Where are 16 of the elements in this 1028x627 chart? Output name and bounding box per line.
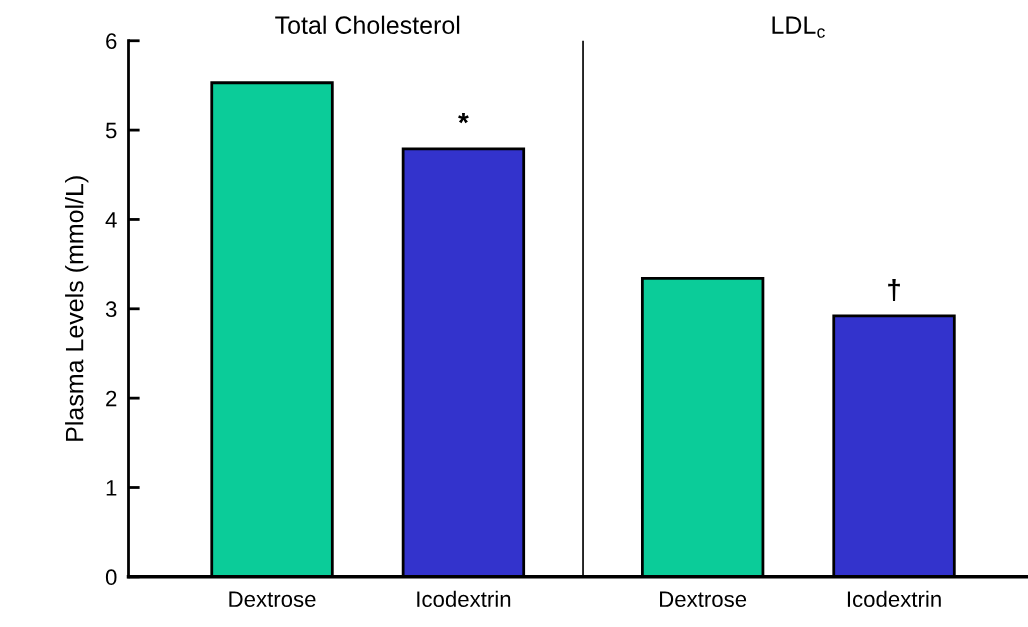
y-tick-label: 2 <box>106 390 117 407</box>
y-tick-label: 0 <box>105 569 117 586</box>
x-tick-label: Icodextrin <box>847 590 941 608</box>
y-tick-label: 5 <box>105 122 117 139</box>
text: Total Cholesterol <box>275 15 460 35</box>
x-tick-label: Dextrose <box>229 591 316 608</box>
y-tick-label: 4 <box>105 212 117 228</box>
y-axis-title: Plasma Levels (mmol/L) <box>65 176 89 441</box>
x-tick-label: Dextrose <box>660 591 747 608</box>
annotation: * <box>458 112 469 124</box>
y-tick-label: 3 <box>105 301 117 318</box>
y-tick-label: 1 <box>106 480 117 496</box>
text: LDL$_{c}$ <box>772 16 825 38</box>
annotation: † <box>888 278 900 301</box>
y-tick-label: 6 <box>106 33 117 50</box>
x-tick-label: Icodextrin <box>417 590 511 608</box>
